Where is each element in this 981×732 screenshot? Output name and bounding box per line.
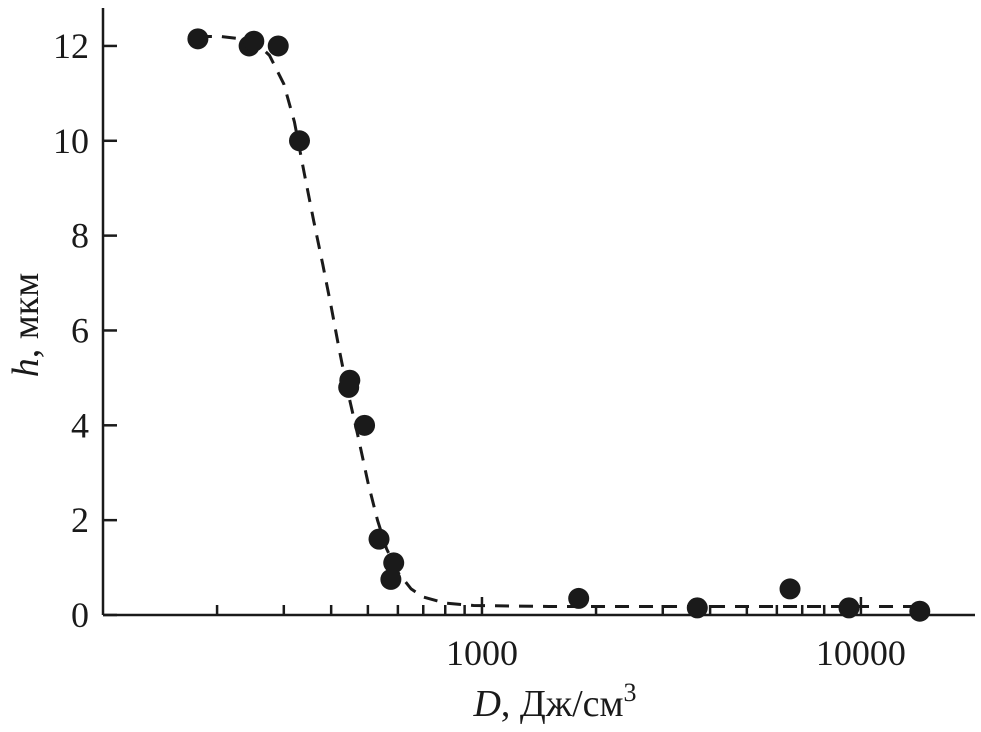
y-tick-label: 6 bbox=[71, 310, 89, 350]
y-tick-label: 10 bbox=[53, 121, 89, 161]
data-point bbox=[243, 30, 265, 52]
measured-points-series bbox=[187, 28, 931, 622]
x-axis-separator: , bbox=[501, 683, 520, 725]
y-tick-label: 12 bbox=[53, 26, 89, 66]
y-axis-unit: мкм bbox=[5, 273, 47, 340]
y-tick-label: 4 bbox=[71, 405, 89, 445]
x-ticks: 1000 10000 bbox=[215, 597, 906, 673]
fit-curve-series bbox=[197, 35, 920, 608]
data-point bbox=[383, 552, 405, 574]
fit-curve-line bbox=[197, 35, 920, 608]
data-point bbox=[288, 130, 310, 152]
y-tick-label: 2 bbox=[71, 500, 89, 540]
data-point bbox=[380, 568, 402, 590]
data-point bbox=[267, 35, 289, 57]
data-point bbox=[779, 578, 801, 600]
axes bbox=[101, 8, 975, 617]
x-axis-title: D, Дж/см3 bbox=[472, 678, 636, 725]
data-point bbox=[838, 597, 860, 619]
data-point bbox=[338, 376, 360, 398]
y-axis-separator: , bbox=[5, 339, 47, 358]
x-tick-label: 1000 bbox=[446, 633, 518, 673]
data-point bbox=[368, 528, 390, 550]
x-axis-variable: D bbox=[472, 683, 500, 725]
data-point bbox=[909, 600, 931, 622]
y-axis-title: h, мкм bbox=[5, 273, 47, 378]
y-tick-label: 8 bbox=[71, 216, 89, 256]
x-axis-unit: Дж/см bbox=[520, 683, 624, 725]
y-ticks: 0 2 4 6 8 10 12 bbox=[53, 26, 117, 635]
data-point bbox=[686, 597, 708, 619]
data-point bbox=[354, 414, 376, 436]
x-tick-label: 10000 bbox=[816, 633, 906, 673]
data-point bbox=[568, 587, 590, 609]
data-point bbox=[187, 28, 209, 50]
y-tick-label: 0 bbox=[71, 595, 89, 635]
x-axis-unit-exponent: 3 bbox=[624, 678, 637, 707]
y-axis-variable: h bbox=[5, 358, 47, 377]
